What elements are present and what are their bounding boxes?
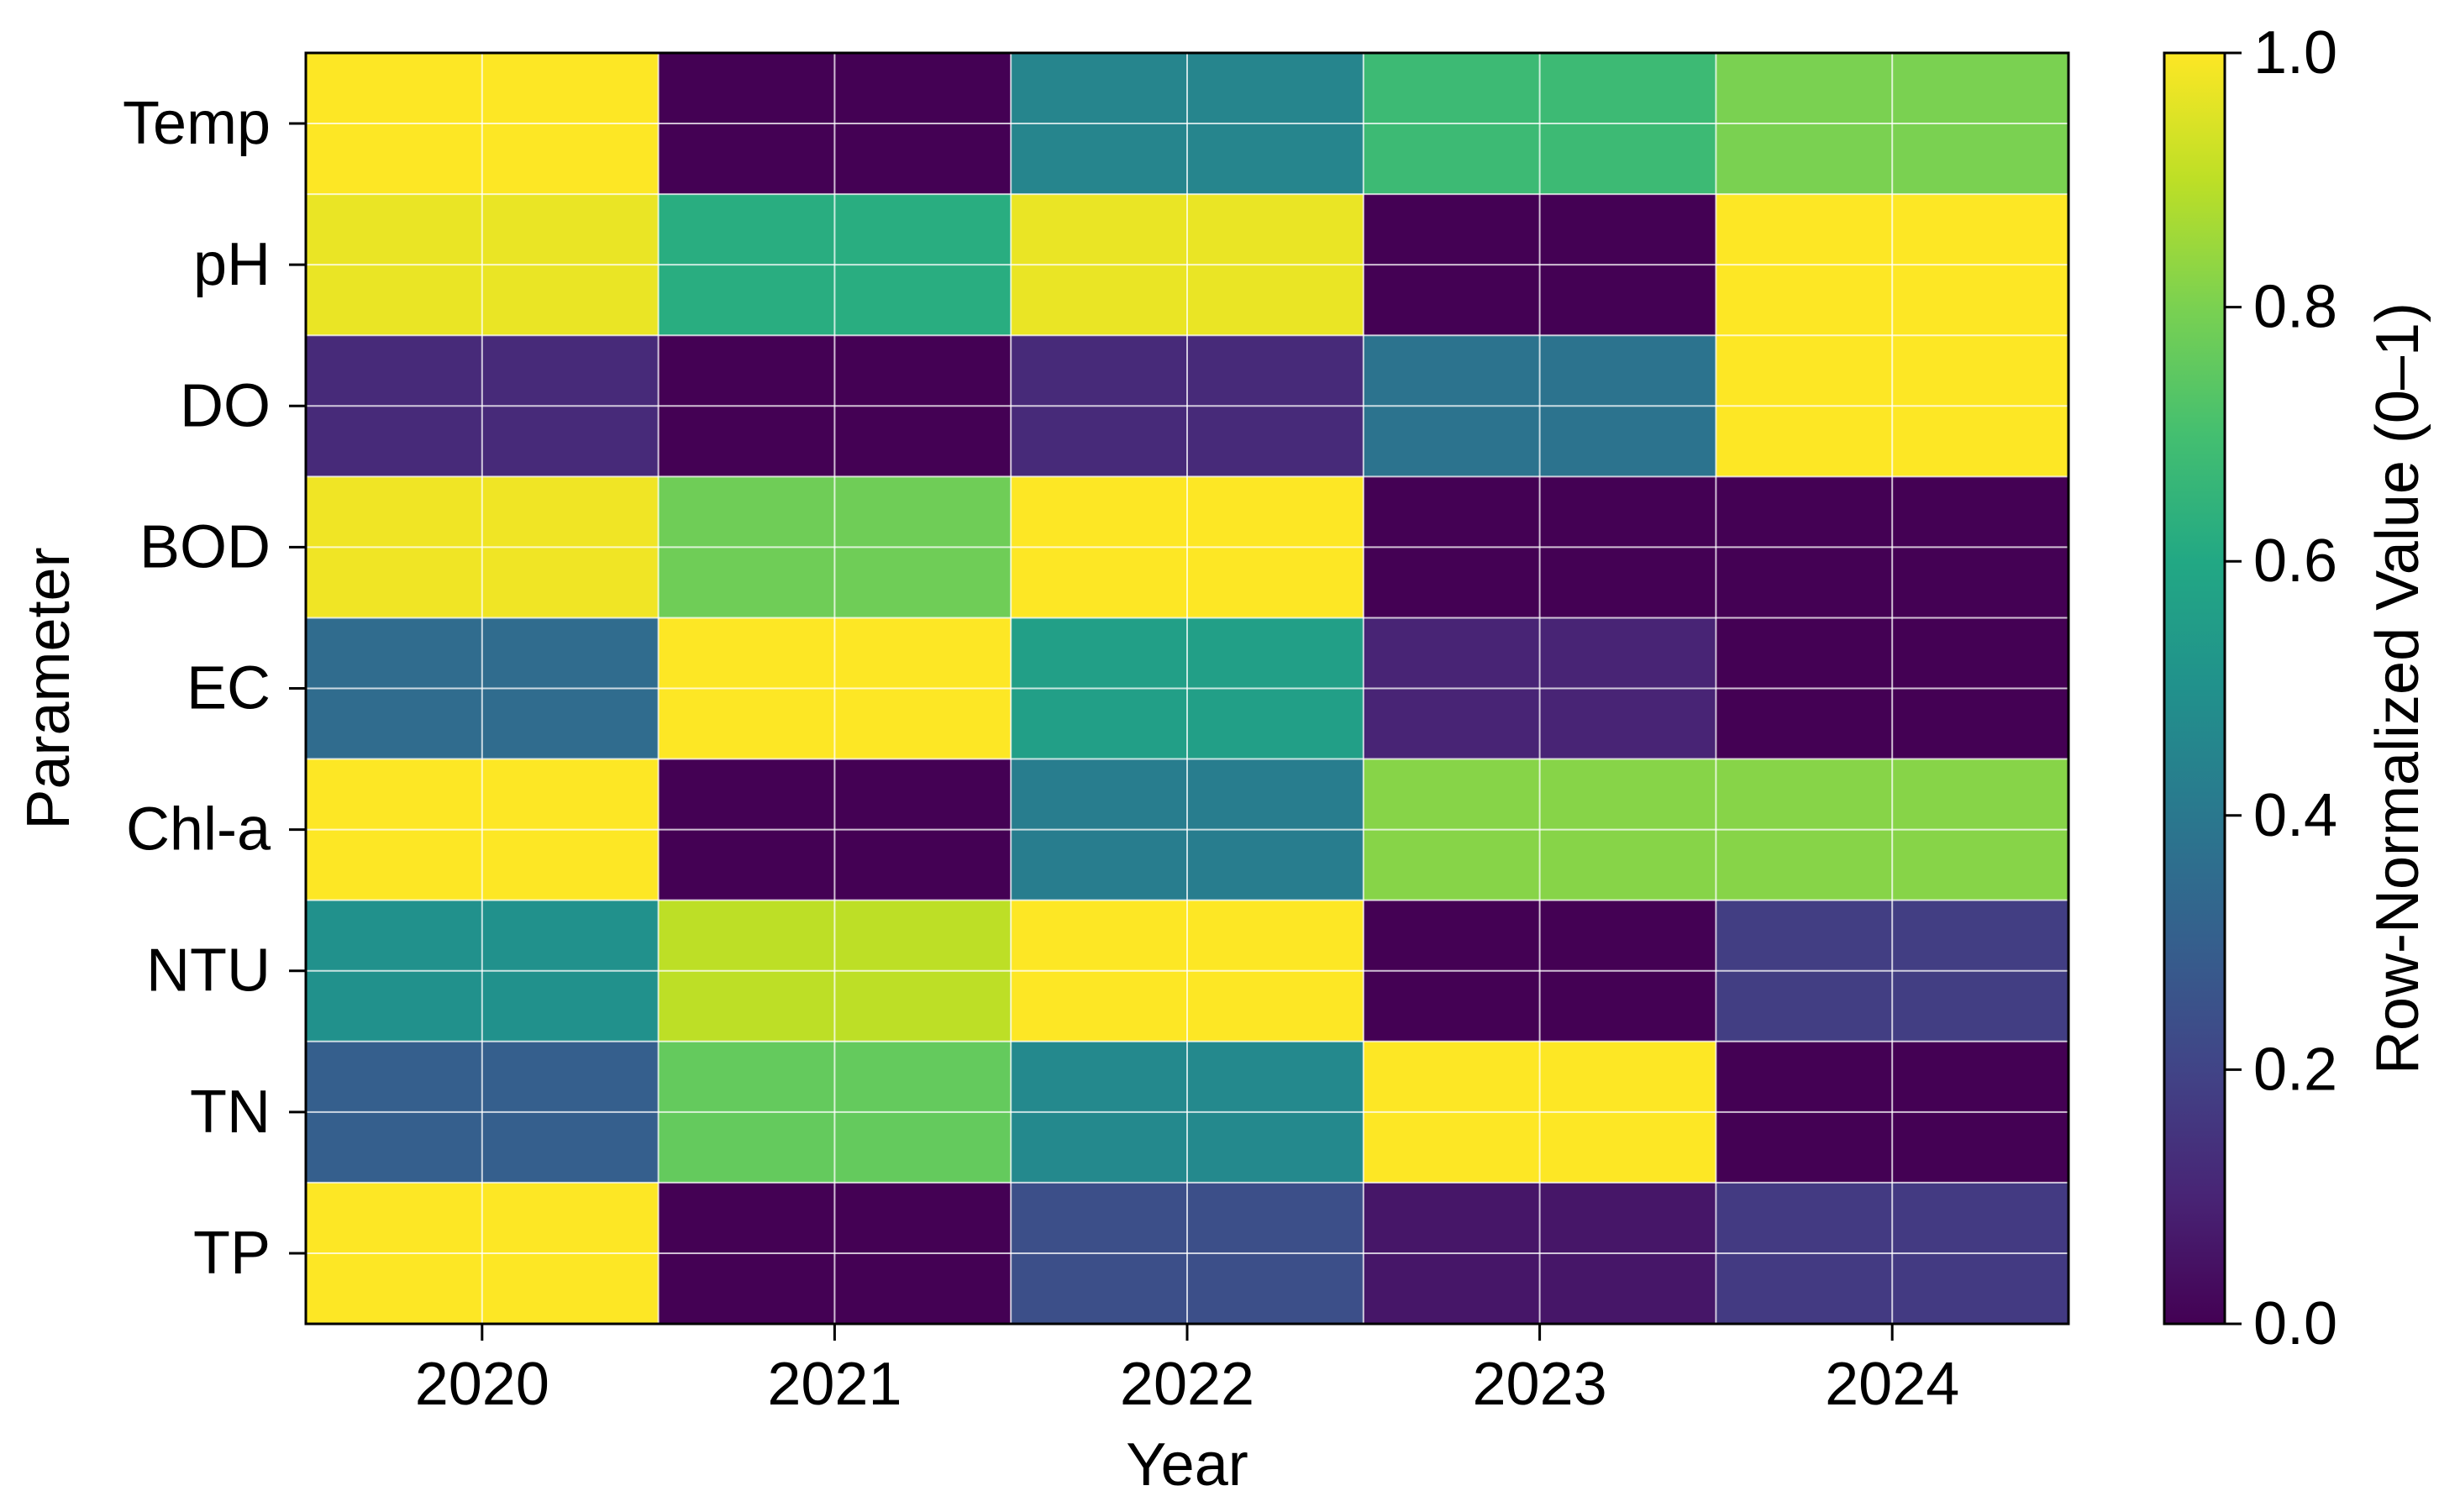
x-tick-label: 2021 bbox=[767, 1351, 901, 1418]
y-tick-label: pH bbox=[193, 231, 271, 298]
colorbar-tick-label: 0.8 bbox=[2253, 274, 2337, 341]
y-tick-label: TN bbox=[190, 1079, 271, 1146]
x-tick-label: 2023 bbox=[1473, 1351, 1607, 1418]
y-axis-ticks: Temp pH DO BOD EC Chl-a NTU TN TP bbox=[123, 90, 306, 1287]
colorbar-tick-label: 0.0 bbox=[2253, 1290, 2337, 1357]
gridlines bbox=[306, 53, 2068, 1324]
y-tick-label: DO bbox=[180, 372, 271, 439]
colorbar-tick-label: 0.4 bbox=[2253, 782, 2337, 849]
x-tick-label: 2020 bbox=[415, 1351, 549, 1418]
colorbar-ticks: 0.0 0.2 0.4 0.6 0.8 1.0 bbox=[2225, 19, 2337, 1357]
x-axis-title: Year bbox=[1126, 1431, 1248, 1499]
y-tick-label: Temp bbox=[123, 90, 271, 157]
y-tick-label: BOD bbox=[139, 513, 271, 580]
y-tick-label: EC bbox=[187, 655, 271, 722]
x-tick-label: 2024 bbox=[1825, 1351, 1959, 1418]
colorbar-tick-label: 0.2 bbox=[2253, 1036, 2337, 1103]
colorbar-tick-label: 1.0 bbox=[2253, 19, 2337, 87]
colorbar-title: Row-Normalized Value (0–1) bbox=[2364, 302, 2431, 1074]
y-tick-label: TP bbox=[193, 1220, 271, 1287]
y-tick-label: NTU bbox=[146, 937, 271, 1005]
y-axis-title: Parameter bbox=[15, 547, 82, 829]
x-axis-ticks: 2020 2021 2022 2023 2024 bbox=[415, 1324, 1959, 1418]
colorbar-tick-label: 0.6 bbox=[2253, 528, 2337, 595]
colorbar bbox=[2163, 51, 2226, 1326]
x-tick-label: 2022 bbox=[1120, 1351, 1254, 1418]
y-tick-label: Chl-a bbox=[126, 796, 271, 864]
